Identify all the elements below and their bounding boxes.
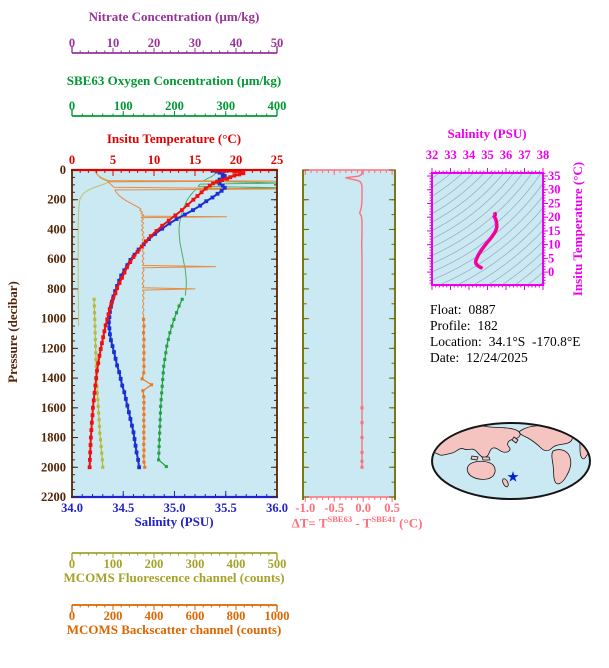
tick-label: 1000: [41, 312, 66, 326]
tick-label: 800: [47, 282, 66, 296]
fluorescence-axis-title: MCOMS Fluorescence channel (counts): [49, 570, 299, 586]
tick-label: -1.0: [295, 501, 315, 515]
main-profile-panel: [72, 170, 277, 497]
tick-label: 15: [189, 153, 202, 167]
pressure-axis-title: Pressure (decibar): [5, 232, 21, 432]
profile-label: Profile:: [430, 318, 471, 333]
tick-label: 35: [481, 148, 494, 162]
tick-label: 50: [271, 36, 284, 50]
tick-label: 400: [268, 99, 287, 113]
delta-t-axis-title: ΔT= TSBE63 - TSBE41 (°C): [232, 514, 482, 531]
tick-label: 100: [114, 99, 133, 113]
tick-label: 2200: [41, 490, 66, 504]
delta-t-panel: [303, 170, 395, 497]
tick-label: 5: [548, 251, 554, 265]
tick-label: 25: [548, 196, 561, 210]
tick-label: 30: [189, 36, 202, 50]
ts-temperature-axis-title: Insitu Temperature (°C): [570, 129, 586, 329]
tick-label: 0.5: [384, 501, 400, 515]
float-id-value: 0887: [469, 302, 496, 317]
tick-label: 0: [69, 557, 75, 571]
delta-t-title-sup2: SBE41: [371, 514, 396, 524]
tick-label: 20: [548, 210, 561, 224]
tick-label: 200: [165, 99, 184, 113]
oxygen-axis-title: SBE63 Oxygen Concentration (µm/kg): [49, 73, 299, 89]
tick-label: 0: [69, 153, 75, 167]
backscatter-axis-title: MCOMS Backscatter channel (counts): [49, 622, 299, 638]
temperature-axis-title: Insitu Temperature (°C): [49, 131, 299, 147]
float-id-row: Float: 0887: [430, 302, 581, 318]
tick-label: 20: [230, 153, 243, 167]
tick-label: 100: [104, 557, 123, 571]
tick-label: 600: [47, 252, 66, 266]
tick-label: 200: [104, 609, 123, 623]
profile-value: 182: [478, 318, 498, 333]
delta-t-title-sup1: SBE63: [328, 514, 353, 524]
profile-row: Profile: 182: [430, 318, 581, 334]
float-location-star: ★: [507, 470, 519, 484]
tick-label: 37: [518, 148, 531, 162]
tick-label: 300: [186, 557, 205, 571]
float-id-label: Float:: [430, 302, 462, 317]
tick-label: 1600: [41, 401, 66, 415]
tick-label: 32: [426, 148, 439, 162]
tick-label: 400: [145, 609, 164, 623]
tick-label: 36.0: [266, 501, 288, 515]
tick-label: 10: [548, 238, 561, 252]
tick-label: 600: [186, 609, 205, 623]
delta-t-title-suffix: (°C): [396, 515, 423, 530]
world-map: ★: [432, 423, 590, 499]
tick-label: 1800: [41, 431, 66, 445]
tick-label: 200: [145, 557, 164, 571]
tick-label: 5: [110, 153, 116, 167]
tick-label: 0: [548, 265, 554, 279]
tick-label: 34.5: [112, 501, 134, 515]
tick-label: 30: [548, 183, 561, 197]
tick-label: 0: [69, 609, 75, 623]
tick-label: 400: [47, 222, 66, 236]
location-label: Location:: [430, 334, 482, 349]
tick-label: 300: [216, 99, 235, 113]
nitrate-axis-title: Nitrate Concentration (µm/kg): [49, 9, 299, 25]
tick-label: 25: [271, 153, 284, 167]
tick-label: 35: [548, 169, 561, 183]
date-label: Date:: [430, 350, 459, 365]
tick-label: 0: [60, 163, 66, 177]
tick-label: 200: [47, 193, 66, 207]
tick-label: 20: [148, 36, 161, 50]
tick-label: 35.5: [215, 501, 237, 515]
tick-label: 40: [230, 36, 243, 50]
tick-label: 10: [148, 153, 161, 167]
tick-label: 38: [537, 148, 550, 162]
delta-t-title-prefix: ΔT= T: [292, 515, 328, 530]
date-value: 12/24/2025: [466, 350, 528, 365]
tick-label: 0.0: [355, 501, 371, 515]
tick-label: 36: [500, 148, 513, 162]
tick-label: 35.0: [164, 501, 186, 515]
float-info-block: Float: 0887 Profile: 182 Location: 34.1°S -…: [430, 302, 581, 366]
tick-label: 1400: [41, 371, 66, 385]
tick-label: 2000: [41, 460, 66, 474]
tick-label: 1200: [41, 341, 66, 355]
location-value: 34.1°S -170.8°E: [489, 334, 581, 349]
tick-label: 33: [444, 148, 457, 162]
delta-t-title-mid: - T: [352, 515, 371, 530]
tick-label: -0.5: [324, 501, 344, 515]
tick-label: 800: [227, 609, 246, 623]
tick-label: 15: [548, 224, 561, 238]
tick-label: 1000: [265, 609, 290, 623]
tick-label: 500: [268, 557, 287, 571]
tick-label: 400: [227, 557, 246, 571]
tick-label: 0: [69, 99, 75, 113]
ts-panel: [432, 173, 543, 285]
tick-label: 10: [107, 36, 120, 50]
tick-label: 34: [463, 148, 476, 162]
tick-label: 0: [69, 36, 75, 50]
location-row: Location: 34.1°S -170.8°E: [430, 334, 581, 350]
date-row: Date: 12/24/2025: [430, 350, 581, 366]
